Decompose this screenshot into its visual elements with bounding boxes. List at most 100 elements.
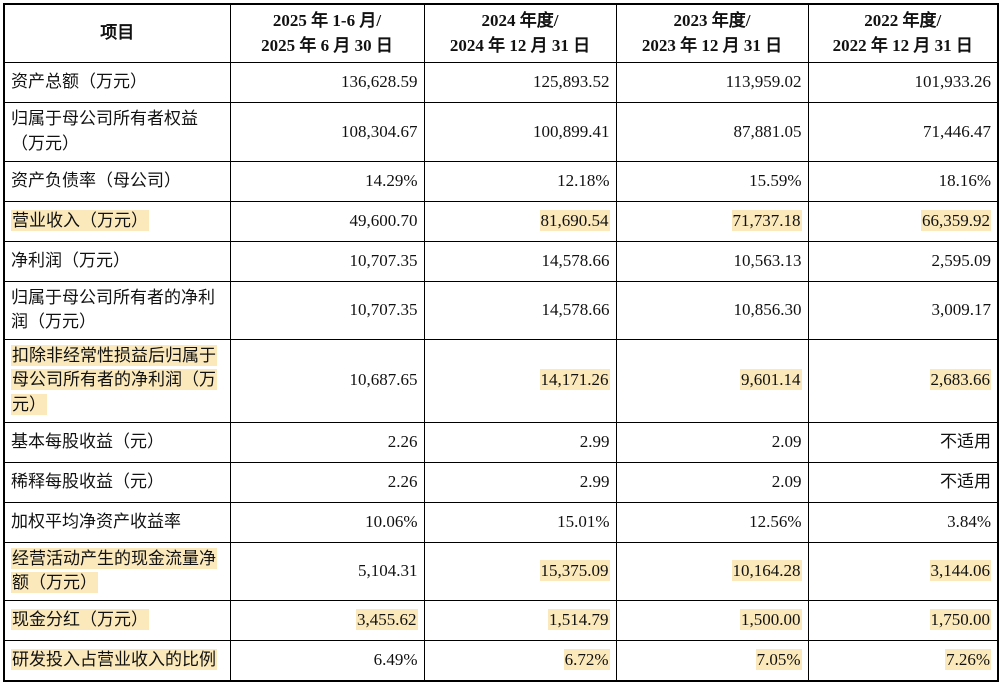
row-label-cell: 现金分红（万元） bbox=[3, 600, 231, 642]
value-cell-2023: 1,500.00 bbox=[615, 600, 809, 642]
value-cell-2024: 15.01% bbox=[423, 501, 617, 543]
cell-value: 5,104.31 bbox=[358, 561, 418, 581]
cell-value: 12.56% bbox=[749, 511, 802, 531]
value-cell-2024: 81,690.54 bbox=[423, 200, 617, 242]
cell-value: 6.72% bbox=[563, 648, 610, 670]
row-label: 资产负债率（母公司） bbox=[11, 170, 181, 190]
value-cell-2023: 7.05% bbox=[615, 640, 809, 682]
cell-value: 71,446.47 bbox=[923, 121, 991, 141]
row-label: 加权平均净资产收益率 bbox=[11, 511, 181, 531]
value-cell-2022: 66,359.92 bbox=[807, 200, 999, 242]
cell-value: 6.49% bbox=[373, 649, 418, 669]
row-label: 归属于母公司所有者的净利润（万元） bbox=[11, 287, 215, 332]
value-cell-2024: 125,893.52 bbox=[423, 62, 617, 104]
cell-value: 10,856.30 bbox=[733, 299, 802, 319]
value-cell-2023: 10,856.30 bbox=[615, 280, 809, 340]
row-label: 现金分红（万元） bbox=[11, 609, 149, 631]
value-cell-2023: 10,563.13 bbox=[615, 240, 809, 282]
cell-value: 2,683.66 bbox=[929, 369, 991, 391]
cell-value: 81,690.54 bbox=[539, 209, 610, 231]
value-cell-2025: 2.26 bbox=[229, 421, 425, 463]
value-cell-2022: 2,595.09 bbox=[807, 240, 999, 282]
value-cell-2022: 71,446.47 bbox=[807, 102, 999, 162]
row-label-cell: 加权平均净资产收益率 bbox=[3, 501, 231, 543]
value-cell-2025: 3,455.62 bbox=[229, 600, 425, 642]
row-label-cell: 扣除非经常性损益后归属于母公司所有者的净利润（万元） bbox=[3, 338, 231, 423]
table-row: 归属于母公司所有者的净利润（万元） 10,707.35 14,578.66 10… bbox=[3, 280, 999, 340]
cell-value: 1,514.79 bbox=[548, 609, 610, 631]
cell-value: 66,359.92 bbox=[921, 209, 991, 231]
cell-value: 不适用 bbox=[940, 471, 991, 491]
table-row: 扣除非经常性损益后归属于母公司所有者的净利润（万元） 10,687.65 14,… bbox=[3, 338, 999, 423]
cell-value: 136,628.59 bbox=[341, 72, 418, 92]
value-cell-2022: 3.84% bbox=[807, 501, 999, 543]
row-label: 经营活动产生的现金流量净额（万元） bbox=[11, 547, 217, 594]
header-period-2024-line1: 2024 年度/ bbox=[481, 11, 559, 30]
value-cell-2025: 2.26 bbox=[229, 461, 425, 503]
value-cell-2023: 87,881.05 bbox=[615, 102, 809, 162]
row-label-cell: 净利润（万元） bbox=[3, 240, 231, 282]
table-row: 归属于母公司所有者权益（万元） 108,304.67 100,899.41 87… bbox=[3, 102, 999, 162]
cell-value: 10,687.65 bbox=[349, 370, 418, 390]
value-cell-2024: 2.99 bbox=[423, 461, 617, 503]
header-period-2024-line2: 2024 年 12 月 31 日 bbox=[449, 35, 591, 55]
value-cell-2022: 3,009.17 bbox=[807, 280, 999, 340]
value-cell-2025: 10.06% bbox=[229, 501, 425, 543]
value-cell-2022: 不适用 bbox=[807, 421, 999, 463]
value-cell-2022: 2,683.66 bbox=[807, 338, 999, 423]
value-cell-2023: 71,737.18 bbox=[615, 200, 809, 242]
cell-value: 15.59% bbox=[749, 170, 802, 190]
value-cell-2024: 2.99 bbox=[423, 421, 617, 463]
cell-value: 3,144.06 bbox=[929, 560, 991, 582]
row-label-cell: 资产总额（万元） bbox=[3, 62, 231, 104]
value-cell-2025: 49,600.70 bbox=[229, 200, 425, 242]
value-cell-2022: 101,933.26 bbox=[807, 62, 999, 104]
cell-value: 9,601.14 bbox=[740, 369, 802, 391]
row-label: 扣除非经常性损益后归属于母公司所有者的净利润（万元） bbox=[11, 344, 217, 416]
value-cell-2025: 14.29% bbox=[229, 160, 425, 202]
table-row: 资产总额（万元） 136,628.59 125,893.52 113,959.0… bbox=[3, 62, 999, 104]
value-cell-2025: 108,304.67 bbox=[229, 102, 425, 162]
value-cell-2025: 6.49% bbox=[229, 640, 425, 682]
table-row: 基本每股收益（元） 2.26 2.99 2.09 不适用 bbox=[3, 421, 999, 463]
value-cell-2025: 10,687.65 bbox=[229, 338, 425, 423]
row-label: 归属于母公司所有者权益（万元） bbox=[11, 109, 198, 153]
cell-value: 87,881.05 bbox=[733, 121, 802, 141]
value-cell-2022: 1,750.00 bbox=[807, 600, 999, 642]
value-cell-2022: 不适用 bbox=[807, 461, 999, 503]
table-row: 加权平均净资产收益率 10.06% 15.01% 12.56% 3.84% bbox=[3, 501, 999, 543]
value-cell-2022: 7.26% bbox=[807, 640, 999, 682]
value-cell-2023: 10,164.28 bbox=[615, 541, 809, 602]
cell-value: 14.29% bbox=[365, 170, 418, 190]
row-label: 研发投入占营业收入的比例 bbox=[11, 648, 217, 670]
cell-value: 10.06% bbox=[365, 511, 418, 531]
table-row: 稀释每股收益（元） 2.26 2.99 2.09 不适用 bbox=[3, 461, 999, 503]
cell-value: 2.09 bbox=[771, 471, 802, 491]
cell-value: 不适用 bbox=[940, 431, 991, 451]
row-label-cell: 经营活动产生的现金流量净额（万元） bbox=[3, 541, 231, 602]
value-cell-2023: 2.09 bbox=[615, 421, 809, 463]
value-cell-2025: 10,707.35 bbox=[229, 240, 425, 282]
cell-value: 14,171.26 bbox=[539, 369, 610, 391]
value-cell-2023: 12.56% bbox=[615, 501, 809, 543]
cell-value: 71,737.18 bbox=[731, 209, 802, 231]
header-period-2025-line1: 2025 年 1-6 月/ bbox=[272, 11, 382, 30]
row-label: 资产总额（万元） bbox=[11, 72, 147, 92]
row-label: 稀释每股收益（元） bbox=[11, 471, 164, 491]
row-label: 营业收入（万元） bbox=[11, 209, 149, 231]
value-cell-2023: 9,601.14 bbox=[615, 338, 809, 423]
value-cell-2025: 136,628.59 bbox=[229, 62, 425, 104]
cell-value: 2.99 bbox=[579, 471, 610, 491]
cell-value: 2.26 bbox=[387, 431, 418, 451]
header-row: 项目 2025 年 1-6 月/ 2025 年 6 月 30 日 2024 年度… bbox=[3, 3, 999, 64]
header-period-2023: 2023 年度/ 2023 年 12 月 31 日 bbox=[615, 3, 809, 64]
cell-value: 18.16% bbox=[938, 170, 991, 190]
header-period-2022-line2: 2022 年 12 月 31 日 bbox=[832, 35, 973, 55]
cell-value: 101,933.26 bbox=[914, 72, 992, 92]
value-cell-2023: 113,959.02 bbox=[615, 62, 809, 104]
table-body: 资产总额（万元） 136,628.59 125,893.52 113,959.0… bbox=[3, 62, 999, 682]
header-period-2025-line2: 2025 年 6 月 30 日 bbox=[261, 35, 393, 55]
value-cell-2023: 2.09 bbox=[615, 461, 809, 503]
header-period-2022: 2022 年度/ 2022 年 12 月 31 日 bbox=[807, 3, 999, 64]
